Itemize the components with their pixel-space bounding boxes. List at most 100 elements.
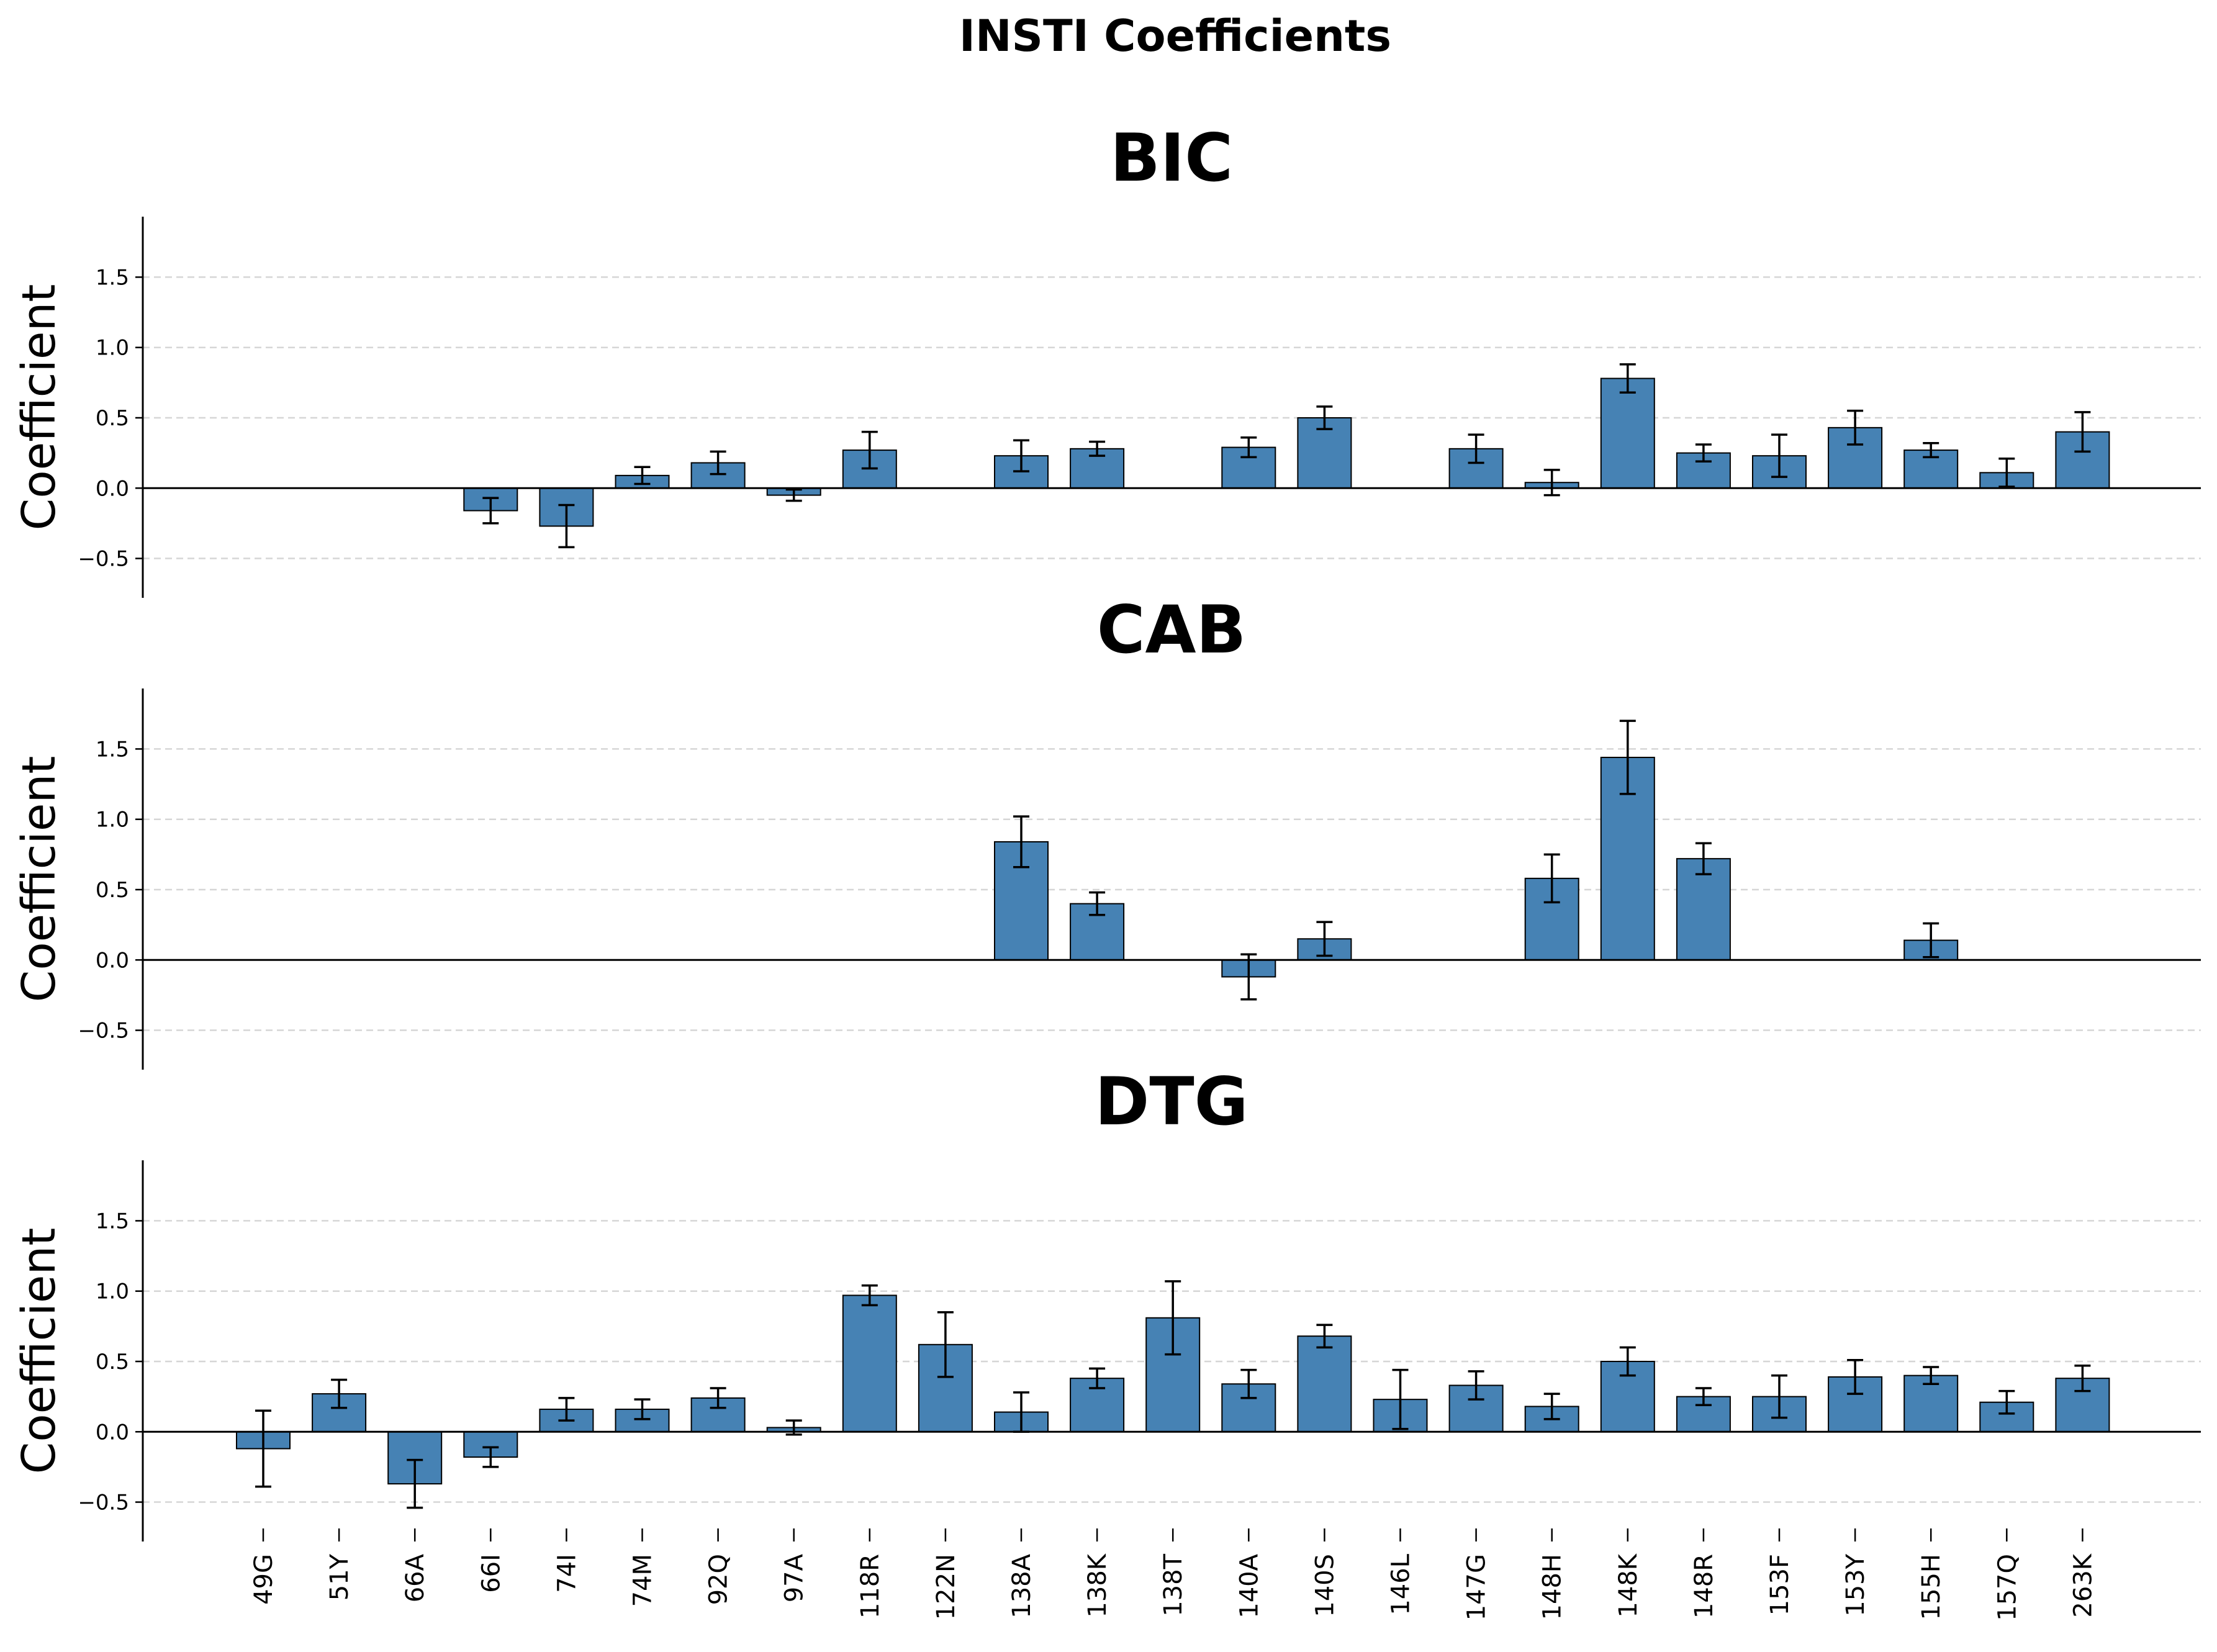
error-bar-122n (937, 1311, 954, 1378)
panel-cab: −0.5 0.0 0.5 1.0 1.5 CAB Coefficient (12, 592, 2201, 1070)
x-tick-label-148r: 148R (1690, 1554, 1718, 1618)
x-tick-label-138a: 138A (1008, 1553, 1036, 1618)
x-tick-label-97a: 97A (780, 1553, 809, 1602)
error-bar-140a (1240, 1368, 1257, 1399)
y-axis-label: Coefficient (12, 284, 66, 531)
error-bar-138a (1013, 439, 1029, 472)
error-bar-140a (1240, 436, 1257, 459)
y-tick-label: 1.0 (96, 808, 129, 833)
error-bar-138k (1089, 891, 1106, 916)
error-bar-74m (634, 466, 651, 485)
error-bar-153f (1771, 1374, 1787, 1419)
y-tick-label: 0.5 (96, 878, 129, 903)
x-tick-label-153f: 153F (1766, 1554, 1794, 1615)
error-bar-140s (1316, 405, 1333, 430)
x-tick-label-138k: 138K (1083, 1553, 1112, 1617)
error-bar-147g (1468, 1370, 1484, 1401)
y-axis-label: Coefficient (12, 1228, 66, 1474)
error-bar-157q (1998, 457, 2015, 488)
bar-140s (1297, 1335, 1352, 1433)
x-tick-label-66a: 66A (401, 1553, 430, 1602)
error-bar-138a (1013, 815, 1029, 869)
x-tick-label-51y: 51Y (325, 1553, 354, 1600)
error-bar-74m (634, 1398, 651, 1420)
y-tick-label: 1.5 (96, 265, 129, 290)
y-tick-label: 1.5 (96, 1209, 129, 1234)
error-bar-263k (2074, 411, 2091, 453)
x-tick-label-74i: 74I (553, 1554, 581, 1593)
x-tick-label-146l: 146L (1387, 1553, 1416, 1615)
error-bar-138a (1013, 1391, 1029, 1433)
error-bar-118r (861, 430, 878, 470)
x-tick-label-157q: 157Q (1993, 1554, 2021, 1621)
error-bar-74i (558, 1397, 575, 1422)
x-tick-label-140s: 140S (1311, 1554, 1339, 1617)
panel-title: DTG (1095, 1063, 1248, 1140)
y-tick-label: −0.5 (78, 547, 129, 572)
error-bar-153y (1847, 1358, 1864, 1395)
error-bar-92q (710, 1387, 726, 1409)
error-bar-138k (1089, 1367, 1106, 1389)
y-tick-label: 0.5 (96, 406, 129, 431)
bar-148k (1600, 377, 1655, 489)
x-tick-label-148h: 148H (1538, 1554, 1567, 1620)
error-bar-148h (1543, 1392, 1560, 1420)
x-tick-label-263k: 263K (2069, 1553, 2097, 1617)
error-bar-148k (1619, 1346, 1636, 1377)
error-bar-153f (1771, 433, 1787, 478)
x-tick-label-74m: 74M (629, 1554, 657, 1607)
panel-title: CAB (1097, 592, 1247, 668)
x-tick-label-122n: 122N (932, 1554, 960, 1620)
error-bar-66a (407, 1458, 423, 1509)
bar-148r (1676, 858, 1731, 961)
error-bar-263k (2074, 1365, 2091, 1392)
x-tick-label-147g: 147G (1463, 1554, 1491, 1620)
y-axis-label: Coefficient (12, 756, 66, 1003)
error-bar-148r (1695, 842, 1712, 875)
error-bar-49g (255, 1409, 271, 1488)
x-tick-label-140a: 140A (1235, 1553, 1263, 1618)
y-tick-label: 0.0 (96, 1420, 129, 1445)
x-tick-label-92q: 92Q (705, 1554, 733, 1605)
y-tick-label: 1.5 (96, 737, 129, 762)
error-bar-153y (1847, 409, 1864, 446)
error-bar-148k (1619, 720, 1636, 795)
error-bar-118r (861, 1284, 878, 1307)
x-tick-label-118r: 118R (856, 1554, 885, 1618)
x-tick-label-66i: 66I (477, 1554, 505, 1593)
y-tick-label: 0.0 (96, 476, 129, 501)
error-bar-97a (785, 488, 802, 502)
x-tick-label-148k: 148K (1614, 1553, 1643, 1617)
x-tick-label-155h: 155H (1917, 1554, 1946, 1620)
figure-title: INSTI Coefficients (959, 11, 1391, 61)
panel-bic: −0.5 0.0 0.5 1.0 1.5 BIC Coefficient (12, 120, 2201, 598)
panel-dtg: −0.5 0.0 0.5 1.0 1.5 DTG Coefficient 49G 51Y 66A 6… (12, 1063, 2201, 1621)
error-bar-51y (331, 1378, 348, 1409)
error-bar-148r (1695, 1387, 1712, 1406)
x-tick-label-49g: 49G (250, 1554, 278, 1605)
error-bar-92q (710, 450, 726, 476)
y-tick-label: 1.0 (96, 336, 129, 361)
y-tick-label: −0.5 (78, 1019, 129, 1044)
error-bar-140s (1316, 921, 1333, 957)
error-bar-97a (785, 1419, 802, 1436)
y-tick-label: 0.0 (96, 948, 129, 973)
error-bar-148h (1543, 853, 1560, 904)
y-tick-label: 1.0 (96, 1280, 129, 1304)
error-bar-146l (1392, 1368, 1409, 1430)
error-bar-155h (1923, 1366, 1939, 1385)
bar-118r (842, 1294, 897, 1433)
error-bar-148h (1543, 469, 1560, 497)
y-tick-label: 0.5 (96, 1350, 129, 1374)
panel-title: BIC (1110, 120, 1233, 196)
error-bar-138k (1089, 440, 1106, 457)
error-bar-155h (1923, 922, 1939, 959)
error-bar-138t (1165, 1280, 1181, 1356)
error-bar-148k (1619, 363, 1636, 394)
error-bar-140s (1316, 1324, 1333, 1349)
error-bar-157q (1998, 1389, 2015, 1415)
error-bar-147g (1468, 433, 1484, 464)
error-bar-74i (558, 503, 575, 549)
error-bar-66i (482, 1446, 499, 1468)
